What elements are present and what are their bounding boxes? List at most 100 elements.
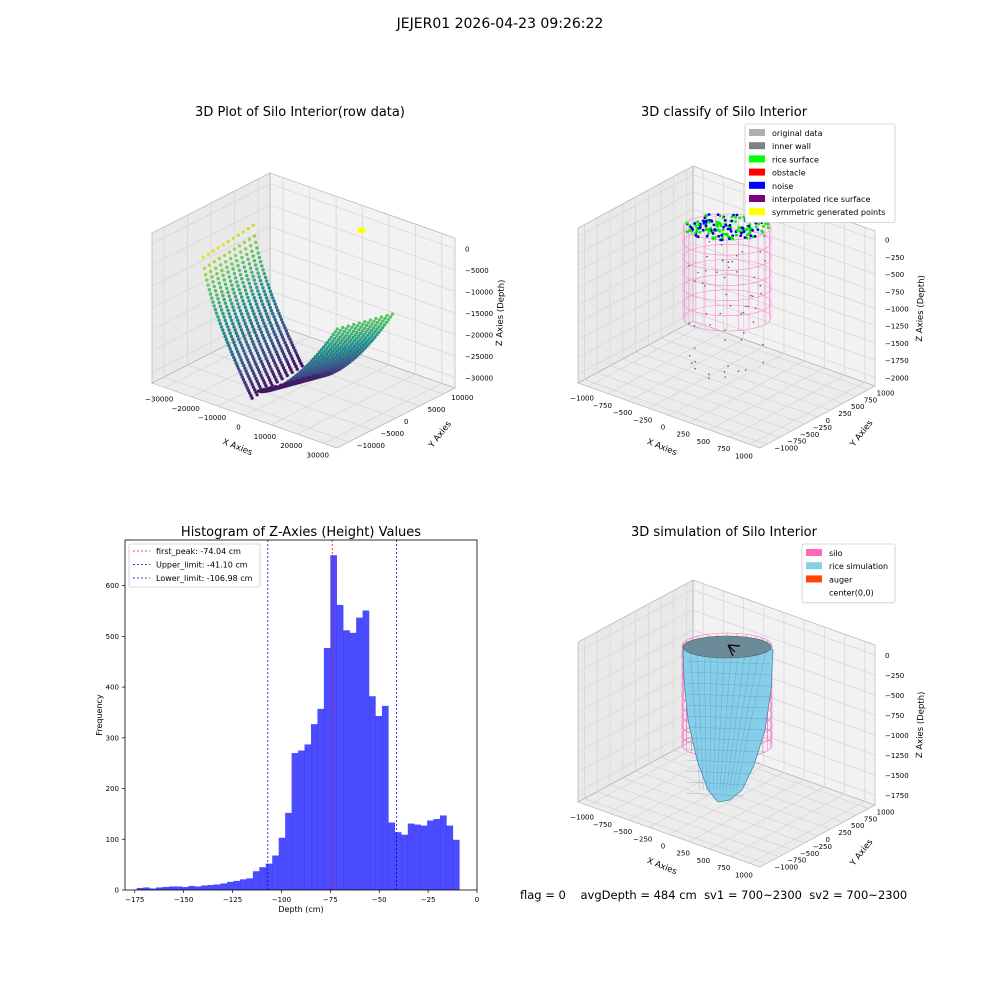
scatter-point bbox=[278, 371, 282, 376]
scatter-point bbox=[271, 312, 275, 316]
scatter-point bbox=[263, 292, 268, 297]
scatter-point bbox=[694, 347, 696, 349]
scatter-point bbox=[284, 357, 288, 361]
scatter-point bbox=[289, 354, 293, 358]
x-gridline bbox=[749, 227, 866, 445]
scatter-point bbox=[262, 336, 266, 340]
scatter-point bbox=[764, 260, 766, 262]
scatter-point bbox=[249, 393, 253, 398]
scatter-point bbox=[226, 290, 230, 295]
scatter-point bbox=[290, 370, 294, 374]
scatter-point bbox=[745, 305, 747, 308]
scatter-point bbox=[685, 230, 689, 234]
scatter-point bbox=[710, 220, 714, 223]
scatter-point bbox=[266, 299, 270, 303]
scatter-point bbox=[359, 325, 363, 329]
z-gridline bbox=[577, 277, 876, 344]
mesh-line bbox=[703, 644, 707, 791]
scatter-point bbox=[694, 367, 696, 370]
scatter-point bbox=[339, 349, 343, 354]
scatter-point bbox=[227, 250, 232, 254]
histogram-bar bbox=[291, 753, 299, 890]
scatter-point bbox=[263, 309, 267, 313]
scatter-point bbox=[237, 322, 241, 326]
scatter-point bbox=[249, 366, 253, 370]
scatter-point bbox=[695, 228, 699, 231]
scatter-point bbox=[236, 284, 240, 288]
scatter-point bbox=[290, 343, 295, 347]
scatter-point bbox=[701, 219, 705, 223]
scatter-point bbox=[245, 357, 250, 362]
mesh-line bbox=[736, 644, 768, 791]
x-tick-label: 750 bbox=[717, 864, 730, 872]
scatter-point bbox=[719, 238, 722, 242]
x-gridline bbox=[244, 205, 363, 416]
scatter-point bbox=[748, 231, 751, 235]
scatter-point bbox=[346, 324, 350, 328]
scatter-point bbox=[705, 219, 708, 223]
legend-swatch bbox=[749, 129, 765, 136]
scatter-point bbox=[258, 384, 262, 389]
scatter-point bbox=[251, 223, 255, 228]
scatter-point bbox=[244, 247, 248, 251]
y-tick-label: 0 bbox=[115, 887, 119, 895]
z-tick-label: −1750 bbox=[885, 357, 909, 365]
scatter-point bbox=[252, 327, 256, 332]
scatter-point bbox=[217, 281, 221, 285]
scatter-point bbox=[330, 345, 335, 349]
scatter-point bbox=[251, 254, 255, 258]
y-gridline bbox=[596, 631, 780, 858]
scatter-point bbox=[231, 267, 235, 271]
y-tick-label: 250 bbox=[838, 829, 851, 837]
mesh-line bbox=[685, 682, 771, 687]
scatter-point bbox=[232, 340, 236, 345]
scatter-point bbox=[370, 322, 374, 326]
z-tick-label: −5000 bbox=[465, 267, 489, 275]
histogram-bar bbox=[227, 881, 234, 890]
scatter-point bbox=[215, 272, 219, 276]
mesh-line bbox=[719, 644, 733, 791]
scatter-point bbox=[283, 340, 287, 345]
y-tick-label: 300 bbox=[106, 734, 119, 742]
scatter-point bbox=[207, 263, 212, 267]
scatter-point bbox=[704, 224, 708, 228]
scatter-point bbox=[705, 234, 709, 238]
scatter-point bbox=[247, 315, 251, 319]
scatter-point bbox=[691, 362, 693, 365]
scatter-point bbox=[358, 331, 363, 336]
scatter-points bbox=[201, 223, 395, 400]
scatter-point bbox=[246, 388, 251, 392]
scatter-point bbox=[222, 253, 227, 258]
scatter-point bbox=[357, 328, 361, 332]
scatter-point bbox=[754, 307, 757, 310]
scatter-point bbox=[350, 346, 354, 351]
legend-label: interpolated rice surface bbox=[772, 195, 870, 204]
x-tick-label: −25 bbox=[421, 896, 436, 904]
mesh-line bbox=[689, 644, 701, 791]
scatter-point bbox=[709, 324, 711, 326]
scatter-point bbox=[212, 304, 216, 308]
legend-label: obstacle bbox=[772, 169, 806, 178]
scatter-point bbox=[237, 352, 241, 356]
scatter-point bbox=[253, 388, 257, 392]
histogram-bar bbox=[272, 855, 279, 890]
classify-legend: original data inner wall rice surface obsta… bbox=[744, 123, 896, 223]
z-gridline bbox=[577, 225, 876, 292]
histogram-bar bbox=[414, 824, 421, 890]
scatter-point bbox=[252, 342, 256, 347]
scatter-point bbox=[251, 274, 255, 278]
scatter-point bbox=[727, 266, 730, 269]
scatter-point bbox=[251, 309, 255, 313]
scatter-point bbox=[242, 363, 246, 368]
scatter-point bbox=[341, 325, 345, 330]
scatter-point bbox=[741, 251, 743, 253]
scatter-point bbox=[201, 255, 205, 260]
x-tick-label: −250 bbox=[633, 835, 652, 843]
z-gridline bbox=[577, 191, 876, 258]
rice-top-surface bbox=[682, 635, 772, 659]
scatter-point bbox=[327, 344, 331, 348]
scatter-point bbox=[274, 350, 278, 354]
scatter-point bbox=[216, 297, 220, 301]
scatter-point bbox=[345, 337, 350, 341]
scatter-point bbox=[249, 305, 254, 310]
